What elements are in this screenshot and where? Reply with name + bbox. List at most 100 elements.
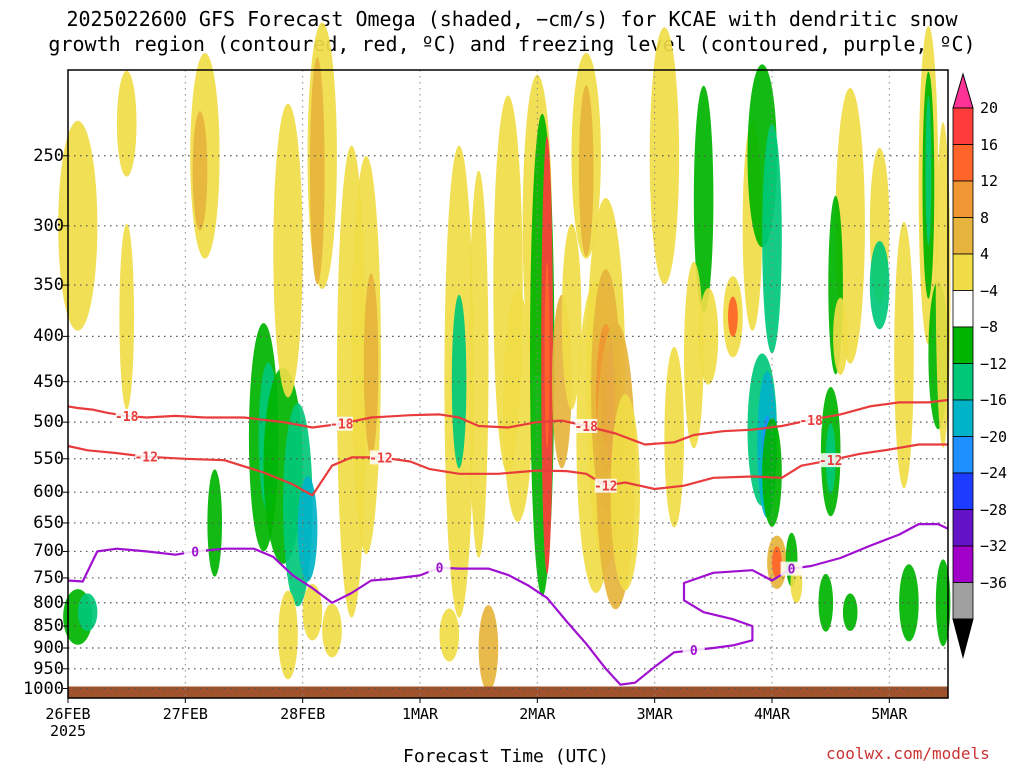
colorbar-swatch-10 — [952, 472, 974, 510]
plot-frame — [67, 69, 949, 699]
omega-shade-64 — [869, 241, 890, 330]
contour-label-bg-0-3 — [800, 412, 823, 427]
x-tick-label-5: 3MAR — [636, 705, 673, 723]
colorbar-swatch-8 — [952, 399, 974, 437]
contour-line-0 — [67, 398, 949, 446]
credit-link[interactable]: coolwx.com/models — [826, 744, 990, 763]
contour-label-bg-0-2 — [575, 418, 598, 433]
x-tick-label-1: 27FEB — [162, 705, 208, 723]
omega-shade-74 — [833, 297, 848, 375]
omega-shade-69 — [925, 96, 932, 246]
contour-label-bg-1-1 — [369, 450, 392, 465]
x-tick-sublabel-0: 2025 — [49, 722, 87, 740]
contour-label-1-2: -12 — [594, 480, 617, 495]
contour-label-bg-0-1 — [330, 416, 353, 431]
omega-shade-27 — [439, 608, 460, 662]
omega-shade-18 — [363, 273, 379, 456]
contour-line-1 — [67, 443, 948, 497]
y-tick-label-700: 700 — [33, 541, 64, 562]
ground-strip — [68, 686, 948, 698]
colorbar-tick-label-12: −32 — [980, 537, 1008, 555]
x-tick-label-7: 5MAR — [871, 705, 908, 723]
x-tick-label-6: 4MAR — [753, 705, 791, 723]
colorbar-top-arrow — [952, 72, 974, 109]
x-tick-label-3: 1MAR — [401, 705, 439, 723]
omega-shade-36 — [578, 85, 594, 257]
y-tick-label-250: 250 — [33, 145, 64, 166]
y-tick-label-600: 600 — [33, 482, 64, 503]
colorbar-tick-label-1: 16 — [980, 135, 999, 154]
colorbar-swatch-5 — [952, 290, 974, 328]
colorbar-swatch-7 — [952, 363, 974, 401]
omega-shade-48 — [728, 296, 738, 337]
colorbar-tick-label-0: 20 — [980, 99, 999, 117]
x-tick-label-0: 26FEB — [45, 705, 91, 723]
y-tick-label-850: 850 — [33, 616, 64, 637]
contour-label-1-3: -12 — [819, 454, 842, 469]
colorbar-tick-label-2: 12 — [980, 172, 999, 190]
colorbar-tick-label-3: 8 — [980, 208, 990, 227]
contour-label-2-1: 0 — [436, 562, 444, 577]
colorbar-swatch-1 — [952, 144, 974, 182]
omega-shade-79 — [664, 346, 684, 528]
colorbar-swatch-12 — [952, 545, 974, 583]
omega-shade-20 — [322, 603, 342, 658]
omega-shade-21 — [278, 590, 298, 680]
colorbar-swatch-11 — [952, 509, 974, 547]
contour-label-2-2: 0 — [690, 644, 698, 659]
y-tick-label-350: 350 — [33, 275, 64, 296]
contour-label-bg-2-0 — [184, 544, 207, 559]
contour-label-bg-2-1 — [428, 560, 451, 575]
colorbar-tick-label-11: −28 — [980, 500, 1008, 519]
omega-shade-45 — [649, 27, 680, 285]
contour-label-1-1: -12 — [369, 451, 392, 466]
y-tick-label-450: 450 — [33, 371, 64, 392]
y-tick-label-750: 750 — [33, 567, 64, 588]
colorbar-tick-label-4: 4 — [980, 245, 990, 263]
contour-line-2 — [67, 523, 949, 686]
omega-shade-72 — [935, 559, 951, 647]
omega-shade-34 — [561, 223, 582, 410]
y-tick-label-650: 650 — [33, 512, 64, 533]
colorbar-tick-label-7: −12 — [980, 354, 1008, 373]
omega-shade-57 — [772, 546, 782, 579]
contour-label-2-0: 0 — [191, 545, 199, 560]
y-tick-label-550: 550 — [33, 448, 64, 469]
omega-shade-78 — [698, 288, 719, 385]
y-tick-label-950: 950 — [33, 658, 64, 679]
omega-shade-46 — [693, 85, 714, 313]
contour-label-bg-2-3 — [780, 561, 803, 576]
colorbar-swatch-13 — [952, 582, 974, 620]
contour-label-1-0: -12 — [134, 451, 157, 466]
omega-shade-19 — [302, 584, 323, 641]
contour-label-0-3: -18 — [799, 414, 823, 429]
omega-shade-75 — [818, 573, 834, 632]
contour-label-bg-1-2 — [594, 478, 617, 493]
contour-label-2-3: 0 — [788, 563, 796, 578]
omega-shade-24 — [468, 170, 489, 558]
omega-shade-2 — [77, 593, 98, 631]
contour-label-bg-0-0 — [115, 408, 138, 423]
chart-title-line1: 2025022600 GFS Forecast Omega (shaded, −… — [66, 7, 958, 31]
omega-shade-77 — [684, 261, 704, 449]
colorbar-swatch-9 — [952, 436, 974, 474]
y-tick-label-800: 800 — [33, 592, 64, 613]
x-tick-label-4: 2MAR — [519, 705, 556, 723]
colorbar-tick-label-5: −4 — [980, 281, 999, 300]
colorbar-tick-label-13: −36 — [980, 573, 1008, 592]
colorbar-swatch-2 — [952, 180, 974, 218]
colorbar-swatch-3 — [952, 217, 974, 255]
y-tick-label-900: 900 — [33, 638, 64, 659]
omega-shade-6 — [192, 111, 208, 231]
colorbar-bottom-arrow — [952, 618, 974, 659]
omega-shade-26 — [503, 291, 533, 522]
omega-shade-4 — [116, 70, 137, 177]
omega-shade-44 — [610, 394, 640, 591]
x-axis-title: Forecast Time (UTC) — [403, 746, 609, 767]
x-tick-label-2: 28FEB — [280, 705, 326, 723]
contour-label-bg-1-3 — [819, 453, 842, 468]
y-tick-label-500: 500 — [33, 412, 64, 433]
colorbar-swatch-4 — [952, 253, 974, 291]
omega-shade-7 — [207, 469, 222, 577]
